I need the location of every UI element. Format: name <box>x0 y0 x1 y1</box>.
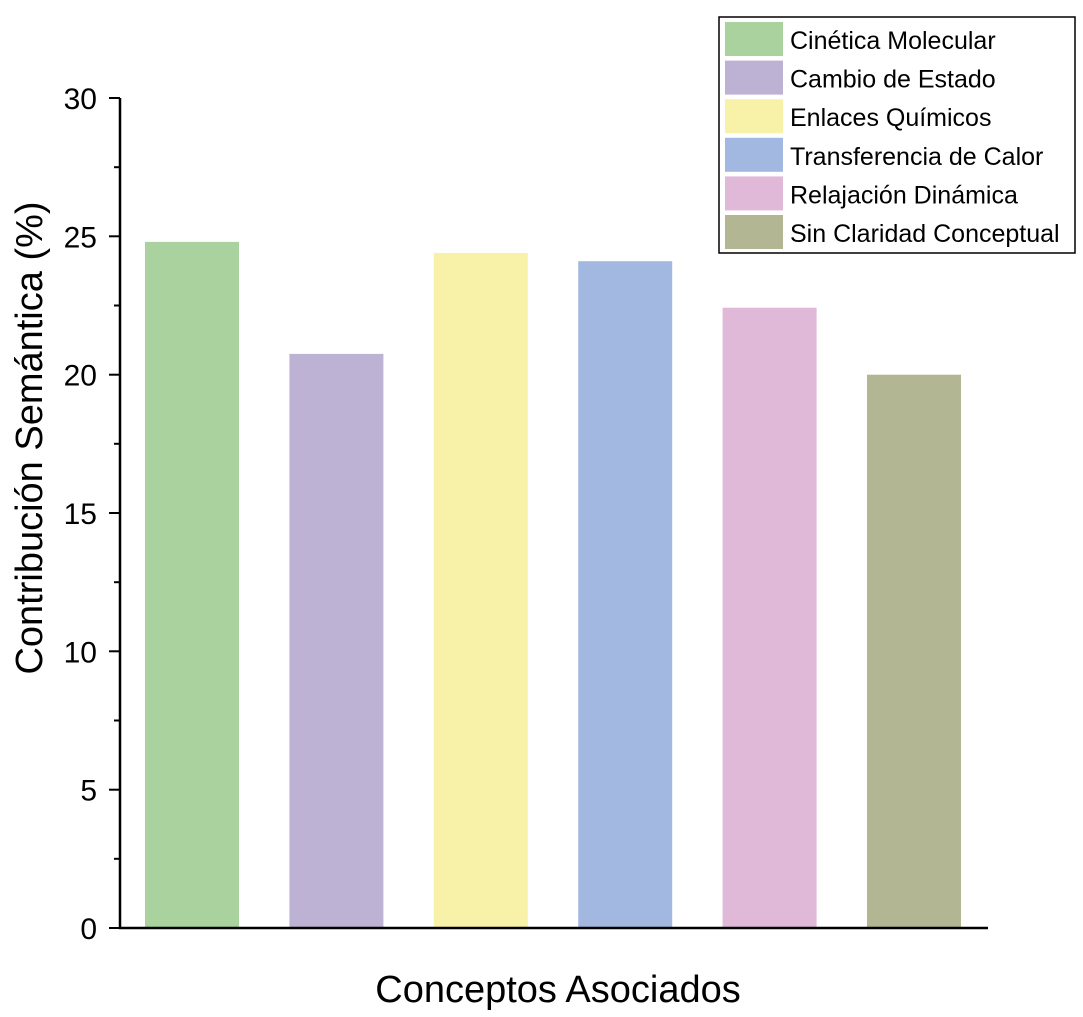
bars-group <box>145 241 961 928</box>
legend-label-6: Sin Claridad Conceptual <box>790 220 1060 248</box>
legend-swatch-1 <box>725 22 783 56</box>
y-tick-label: 0 <box>80 913 97 946</box>
legend-label-4: Transferencia de Calor <box>790 143 1043 171</box>
legend-swatch-2 <box>725 60 783 95</box>
legend-label-1: Cinética Molecular <box>790 27 996 55</box>
y-tick-label: 20 <box>64 360 97 393</box>
bar-4 <box>578 261 673 928</box>
legend-swatch-5 <box>725 176 783 211</box>
y-axis-title: Contribución Semántica (%) <box>9 201 51 674</box>
bar-1 <box>145 241 239 928</box>
bar-5 <box>722 307 817 928</box>
legend-frame <box>718 16 1076 254</box>
x-axis-title: Conceptos Asociados <box>375 969 740 1011</box>
y-ticks-group: 0 5 10 15 20 25 30 <box>64 83 120 946</box>
y-tick-label: 5 <box>80 775 97 808</box>
legend-swatch-3 <box>725 99 783 134</box>
legend-swatch-4 <box>725 137 783 172</box>
y-tick-label: 10 <box>64 636 97 669</box>
y-tick-label: 30 <box>64 83 97 116</box>
y-tick-label: 15 <box>64 498 97 531</box>
bar-6 <box>867 374 961 928</box>
legend: Cinética Molecular Cambio de Estado Enlace… <box>718 16 1076 254</box>
legend-label-3: Enlaces Químicos <box>790 104 991 132</box>
bar-3 <box>433 252 528 928</box>
legend-swatch-6 <box>725 215 783 249</box>
bar-2 <box>289 353 384 928</box>
legend-label-5: Relajación Dinámica <box>790 181 1018 209</box>
y-tick-label: 25 <box>64 221 97 254</box>
legend-label-2: Cambio de Estado <box>790 66 996 94</box>
